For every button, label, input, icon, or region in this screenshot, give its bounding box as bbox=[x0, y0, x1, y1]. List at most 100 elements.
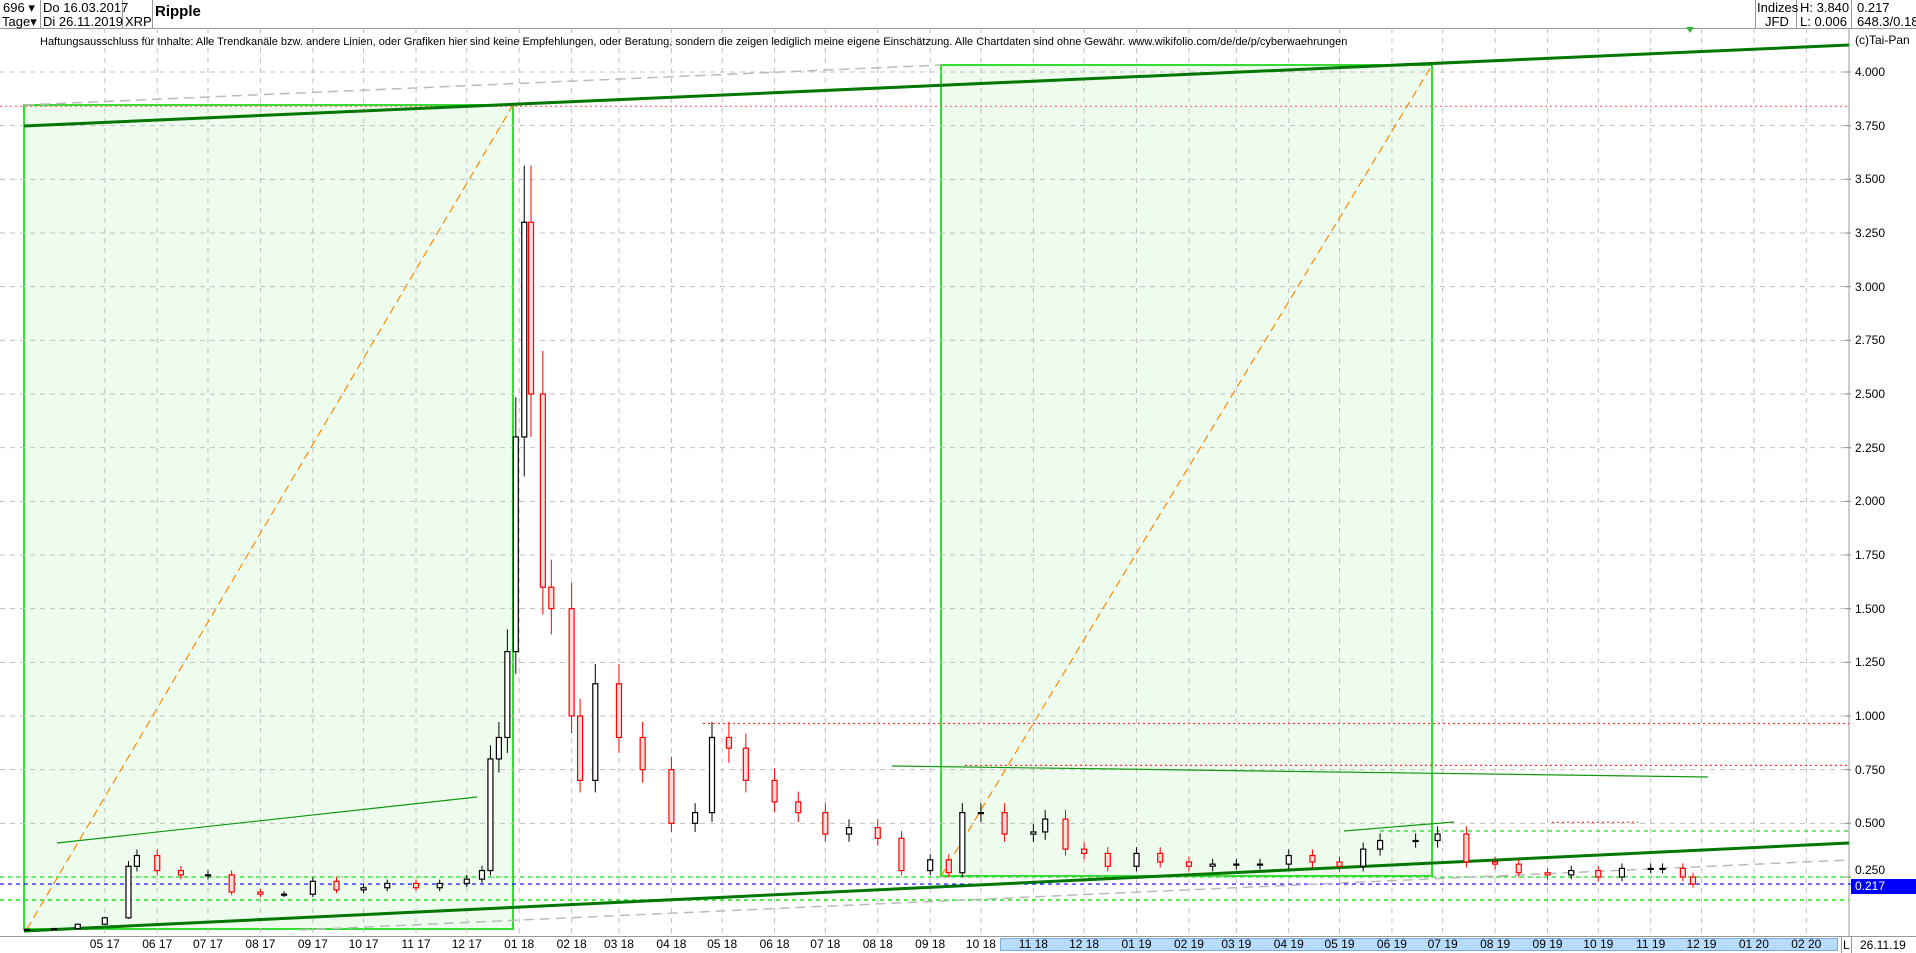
disclaimer-text: Haftungsausschluss für Inhalte: Alle Tre… bbox=[40, 36, 1348, 48]
candle bbox=[615, 683, 623, 739]
candle bbox=[1157, 852, 1164, 863]
gray-trend-line bbox=[23, 64, 942, 106]
candle bbox=[521, 221, 528, 438]
y-tick-label: 4.000 bbox=[1855, 64, 1886, 79]
start-date[interactable]: Do 16.03.2017 bbox=[43, 0, 129, 15]
x-tick-label: 06 17 bbox=[142, 937, 173, 951]
candle bbox=[1081, 848, 1088, 854]
x-tick-label: 08 18 bbox=[862, 937, 893, 951]
candle bbox=[1042, 818, 1049, 833]
candle bbox=[101, 917, 108, 925]
trend-line bbox=[891, 765, 1709, 778]
x-tick-label: 09 19 bbox=[1532, 937, 1563, 951]
chevron-down-icon: ▾ bbox=[30, 14, 37, 29]
period-select[interactable]: Tage▾ bbox=[2, 14, 37, 29]
x-tick-label: 09 18 bbox=[915, 937, 946, 951]
x-tick-label: 12 19 bbox=[1686, 937, 1717, 951]
x-tick-label: 02 18 bbox=[556, 937, 587, 951]
y-tick-label: 1.000 bbox=[1855, 708, 1886, 723]
x-tick-label: 01 18 bbox=[504, 937, 535, 951]
trend-line bbox=[56, 796, 478, 844]
visible-range-highlight[interactable] bbox=[1000, 938, 1838, 951]
x-tick-label: 01 19 bbox=[1121, 937, 1152, 951]
candle bbox=[1336, 861, 1343, 867]
candle bbox=[478, 869, 486, 880]
x-axis[interactable]: L 26.11.19 bbox=[0, 936, 1916, 953]
low-value: L: 0.006 bbox=[1800, 14, 1847, 29]
candle bbox=[959, 811, 966, 874]
y-tick-label: 1.750 bbox=[1855, 547, 1886, 562]
candle bbox=[1185, 861, 1193, 867]
orange-diagonal bbox=[26, 104, 514, 930]
candle bbox=[1285, 854, 1292, 865]
channel-line-top bbox=[23, 43, 1850, 128]
count-select[interactable]: 696 ▾ bbox=[3, 0, 35, 15]
last-value: 0.217 bbox=[1857, 0, 1890, 15]
candle bbox=[874, 827, 881, 839]
y-tick-label: 3.500 bbox=[1855, 172, 1886, 187]
x-tick-label: 07 19 bbox=[1427, 937, 1458, 951]
candle bbox=[280, 893, 288, 896]
candle bbox=[742, 747, 749, 781]
candle bbox=[576, 715, 584, 781]
scale-mode-button[interactable]: L bbox=[1843, 938, 1850, 952]
candle bbox=[945, 859, 952, 874]
candle bbox=[927, 859, 934, 872]
x-tick-label: 02 20 bbox=[1791, 937, 1822, 951]
candle bbox=[360, 887, 367, 891]
x-tick-label: 10 17 bbox=[348, 937, 379, 951]
y-tick-label: 2.500 bbox=[1855, 386, 1886, 401]
chart-title: Ripple bbox=[155, 3, 201, 20]
symbol-label: XRP bbox=[125, 14, 152, 29]
candle bbox=[1689, 876, 1697, 885]
candle bbox=[1659, 867, 1666, 871]
x-tick-label: 11 17 bbox=[401, 937, 431, 951]
candle bbox=[691, 811, 699, 824]
x-tick-label: 03 18 bbox=[603, 937, 634, 951]
orange-diagonal bbox=[940, 64, 1433, 877]
candle bbox=[1515, 863, 1522, 874]
candle bbox=[795, 801, 802, 814]
candle bbox=[1412, 839, 1419, 843]
candle bbox=[1647, 867, 1654, 871]
candle bbox=[977, 811, 985, 815]
x-tick-label: 07 18 bbox=[810, 937, 841, 951]
market-label: Indizes bbox=[1757, 0, 1799, 15]
x-tick-label: 12 18 bbox=[1069, 937, 1100, 951]
candle bbox=[668, 769, 675, 824]
y-tick-label: 0.500 bbox=[1855, 816, 1886, 831]
x-tick-label: 11 18 bbox=[1018, 937, 1048, 951]
candle bbox=[1309, 854, 1316, 863]
candle bbox=[1104, 852, 1111, 867]
candle bbox=[512, 436, 519, 653]
x-tick-label: 06 19 bbox=[1376, 937, 1407, 951]
x-tick-label: 04 19 bbox=[1273, 937, 1304, 951]
x-tick-label: 11 19 bbox=[1636, 937, 1666, 951]
marker-triangle-icon bbox=[1686, 27, 1694, 33]
candle bbox=[412, 882, 420, 889]
candle bbox=[125, 865, 132, 919]
y-tick-label: 1.500 bbox=[1855, 601, 1886, 616]
extra-value: 648.3/0.18 bbox=[1857, 14, 1916, 29]
candle bbox=[333, 880, 340, 891]
candle bbox=[228, 874, 235, 893]
candle bbox=[154, 854, 161, 872]
x-tick-label: 09 17 bbox=[297, 937, 328, 951]
x-tick-label: 04 18 bbox=[656, 937, 687, 951]
candle bbox=[504, 650, 511, 739]
candle bbox=[23, 928, 31, 931]
candle bbox=[1233, 863, 1240, 866]
candle bbox=[1492, 861, 1499, 865]
y-tick-label: 2.250 bbox=[1855, 440, 1886, 455]
candle bbox=[822, 811, 829, 835]
candle bbox=[436, 882, 443, 889]
candle bbox=[708, 736, 716, 814]
x-tick-label: 10 18 bbox=[965, 937, 996, 951]
x-tick-label: 03 19 bbox=[1221, 937, 1252, 951]
candle bbox=[177, 869, 185, 876]
candle bbox=[1209, 863, 1216, 867]
candle bbox=[1062, 818, 1069, 850]
end-date[interactable]: Di 26.11.2019 bbox=[43, 14, 123, 29]
x-tick-label: 05 18 bbox=[707, 937, 738, 951]
